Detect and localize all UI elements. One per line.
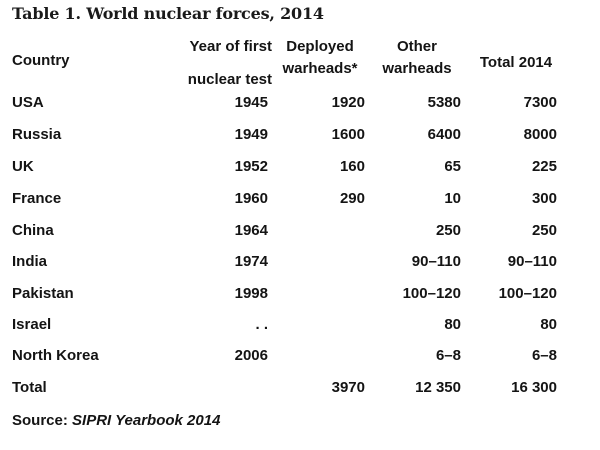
cell-other: 5380: [427, 94, 461, 111]
cell-total: 8000: [523, 126, 557, 143]
cell-other: 250: [435, 222, 461, 239]
cell-country: Total: [12, 379, 47, 396]
cell-country: North Korea: [12, 347, 99, 364]
cell-other: 6–8: [435, 347, 461, 364]
cell-total: 300: [531, 190, 557, 207]
cell-total: 80: [540, 316, 557, 333]
table-row: UK 1952 160 65 225: [0, 155, 600, 179]
cell-total: 16 300: [511, 379, 557, 396]
cell-total: 90–110: [507, 253, 557, 270]
cell-year: 1960: [234, 190, 268, 207]
cell-total: 7300: [523, 94, 557, 111]
cell-other: 12 350: [415, 379, 461, 396]
cell-deployed: 1600: [331, 126, 365, 143]
table-row: North Korea 2006 6–8 6–8: [0, 344, 600, 368]
cell-country: France: [12, 190, 62, 207]
table-row: Israel . . 80 80: [0, 313, 600, 337]
cell-other: 100–120: [402, 285, 461, 302]
cell-country: Israel: [12, 316, 52, 333]
header-year-first-test: Year of first nuclear test: [160, 34, 272, 92]
header-country: Country: [12, 52, 70, 69]
cell-country: Russia: [12, 126, 62, 143]
cell-country: USA: [12, 94, 44, 111]
cell-other: 6400: [427, 126, 461, 143]
cell-year: 1974: [234, 253, 268, 270]
cell-other: 90–110: [411, 253, 461, 270]
table-row-total: Total 3970 12 350 16 300: [0, 376, 600, 400]
header-year-line1: Year of first: [189, 38, 272, 55]
cell-year: 1949: [234, 126, 268, 143]
source-publication: SIPRI Yearbook 2014: [72, 412, 221, 429]
table-row: China 1964 250 250: [0, 219, 600, 243]
header-year-line2: nuclear test: [187, 71, 272, 88]
cell-total: 100–120: [498, 285, 557, 302]
header-other-line1: Other: [396, 38, 437, 55]
cell-country: China: [12, 222, 54, 239]
header-deployed-warheads: Deployed warheads*: [270, 36, 370, 80]
source-note: Source: SIPRI Yearbook 2014: [12, 412, 220, 429]
header-other-line2: warheads: [382, 60, 452, 77]
header-total-2014: Total 2014: [479, 54, 553, 71]
cell-year: 2006: [234, 347, 268, 364]
cell-total: 6–8: [531, 347, 557, 364]
cell-other: 10: [444, 190, 461, 207]
cell-country: UK: [12, 158, 34, 175]
source-label: Source:: [12, 412, 73, 429]
cell-total: 225: [531, 158, 557, 175]
cell-other: 80: [444, 316, 461, 333]
table-row: USA 1945 1920 5380 7300: [0, 91, 600, 115]
cell-year: . .: [255, 316, 268, 333]
header-deployed-line2: warheads*: [282, 60, 358, 77]
table-title: Table 1. World nuclear forces, 2014: [12, 4, 324, 23]
header-deployed-line1: Deployed: [286, 38, 354, 55]
cell-year: 1964: [234, 222, 268, 239]
cell-deployed: 3970: [331, 379, 365, 396]
cell-deployed: 160: [339, 158, 365, 175]
cell-year: 1945: [234, 94, 268, 111]
cell-total: 250: [531, 222, 557, 239]
table-row: Pakistan 1998 100–120 100–120: [0, 282, 600, 306]
cell-country: India: [12, 253, 48, 270]
table-row: Russia 1949 1600 6400 8000: [0, 123, 600, 147]
cell-year: 1998: [234, 285, 268, 302]
cell-other: 65: [444, 158, 461, 175]
cell-deployed: 290: [339, 190, 365, 207]
header-other-warheads: Other warheads: [370, 36, 464, 80]
table-row: India 1974 90–110 90–110: [0, 250, 600, 274]
cell-deployed: 1920: [331, 94, 365, 111]
table-row: France 1960 290 10 300: [0, 187, 600, 211]
cell-year: 1952: [234, 158, 268, 175]
cell-country: Pakistan: [12, 285, 74, 302]
